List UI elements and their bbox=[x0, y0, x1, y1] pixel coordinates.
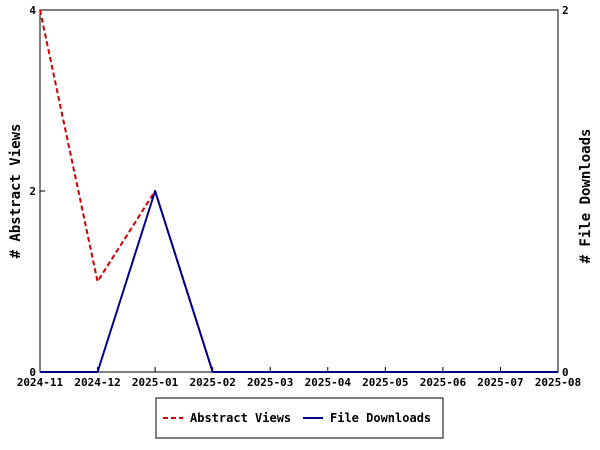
legend-label-abstract-views: Abstract Views bbox=[190, 411, 291, 425]
x-tick-label: 2025-06 bbox=[420, 376, 467, 389]
series-lines bbox=[39, 9, 558, 373]
x-tick-label: 2024-12 bbox=[74, 376, 120, 389]
plot-area bbox=[39, 9, 559, 373]
x-tick-label: 2025-08 bbox=[535, 376, 581, 389]
x-tick-label: 2025-02 bbox=[189, 376, 235, 389]
y-right-tick-label: 0 bbox=[562, 366, 569, 379]
x-tick-label: 2025-05 bbox=[362, 376, 408, 389]
x-tick-label: 2025-07 bbox=[477, 376, 523, 389]
right-y-axis-title: # File Downloads bbox=[578, 129, 594, 264]
left-y-axis-title: # Abstract Views bbox=[8, 124, 24, 259]
legend: Abstract Views File Downloads bbox=[155, 397, 444, 439]
y-left-tick-label: 4 bbox=[29, 4, 36, 17]
series-line-file-downloads bbox=[40, 190, 558, 373]
x-axis-ticks: 2024-11 2024-12 2025-01 2025-02 2025-03 2025-… bbox=[17, 367, 581, 389]
x-tick-label: 2025-03 bbox=[247, 376, 293, 389]
y-left-tick-label: 0 bbox=[29, 366, 36, 379]
legend-label-file-downloads: File Downloads bbox=[330, 411, 431, 425]
y-left-tick-label: 2 bbox=[29, 185, 36, 198]
x-tick-label: 2025-04 bbox=[305, 376, 352, 389]
y-right-tick-label: 2 bbox=[562, 4, 569, 17]
x-tick-label: 2025-01 bbox=[132, 376, 179, 389]
x-tick-label: 2024-11 bbox=[17, 376, 64, 389]
legend-box bbox=[155, 397, 444, 439]
